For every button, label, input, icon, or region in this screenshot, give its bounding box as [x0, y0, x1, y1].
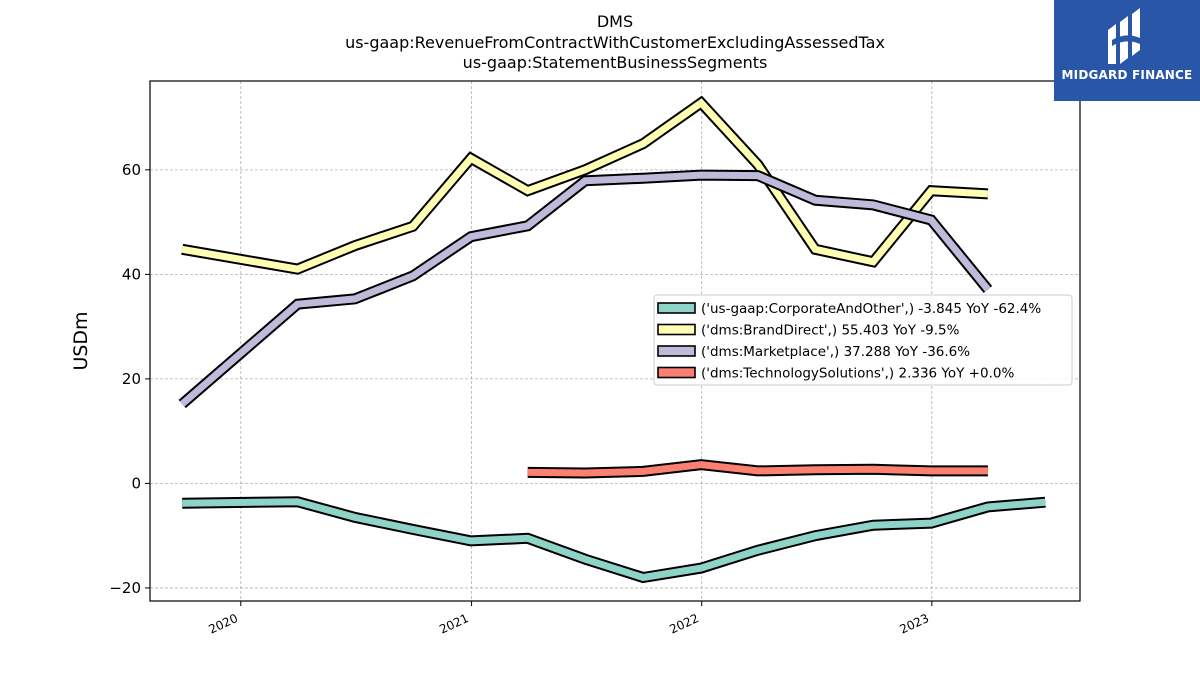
series-point [872, 524, 874, 526]
series-point [584, 180, 586, 182]
series-point [872, 204, 874, 206]
series-point [757, 549, 759, 551]
series-3 [527, 459, 989, 479]
series-1 [181, 95, 989, 275]
y-tick-label: 60 [122, 161, 141, 179]
legend-swatch [657, 323, 696, 336]
series-point [584, 558, 586, 560]
series-point [354, 245, 356, 247]
legend-label: ('us-gaap:CorporateAndOther',) -3.845 Yo… [701, 301, 1041, 317]
x-tick-label: 2022 [667, 611, 701, 637]
chart-title-line-1: DMS [597, 12, 633, 31]
series-line [181, 98, 989, 273]
series-line [179, 171, 991, 407]
y-tick-label: 0 [131, 474, 141, 492]
series-point [930, 190, 932, 192]
x-tick-label: 2021 [437, 611, 471, 637]
legend-swatch [657, 302, 696, 314]
series-point [412, 275, 414, 277]
legend-entry: ('us-gaap:CorporateAndOther',) -3.845 Yo… [657, 301, 1041, 317]
series-point [930, 522, 932, 524]
series-point [930, 470, 932, 472]
plot-frame [149, 80, 1081, 602]
series-line [182, 498, 1046, 582]
legend-frame [653, 294, 1073, 386]
legend-entry: ('dms:Marketplace',) 37.288 YoY -36.6% [657, 344, 970, 360]
series-point [181, 403, 183, 405]
series-point [757, 470, 759, 472]
legend-label: ('dms:BrandDirect',) 55.403 YoY -9.5% [701, 323, 960, 339]
series-point [872, 468, 874, 470]
series-point [700, 567, 702, 569]
series-point [527, 190, 529, 192]
series-point [412, 225, 414, 227]
series-point [412, 528, 414, 530]
series-point [354, 516, 356, 518]
series-point [470, 236, 472, 238]
series-point [987, 289, 989, 290]
series-point [470, 540, 472, 542]
series-point [987, 506, 989, 508]
midgard-finance-logo: MIDGARD FINANCE [1054, 0, 1200, 101]
x-tick-label: 2023 [897, 611, 931, 637]
series-point [181, 502, 183, 504]
legend-swatch [657, 366, 696, 379]
series-point [470, 157, 472, 159]
y-tick-label: 40 [122, 265, 141, 283]
series-point [642, 577, 644, 578]
y-axis-label: USDm [70, 311, 92, 370]
grid [150, 81, 1080, 601]
series-point [757, 164, 759, 166]
series-point [584, 472, 586, 474]
series-point [700, 102, 702, 104]
x-axis: 2020 2021 2022 2023 [206, 601, 933, 637]
series-point [987, 470, 989, 472]
series-point [872, 261, 874, 263]
series-point [181, 248, 183, 250]
x-tick-label: 2020 [206, 611, 240, 637]
series-point [700, 174, 702, 176]
legend-label: ('dms:Marketplace',) 37.288 YoY -36.6% [701, 344, 970, 360]
series-point [987, 193, 989, 195]
series-point [527, 225, 529, 227]
series-point [297, 303, 298, 305]
series-point [527, 471, 529, 473]
series-point [297, 268, 298, 270]
legend-entry: ('dms:TechnologySolutions',) 2.336 YoY +… [657, 366, 1014, 382]
chart-title-line-2: us-gaap:RevenueFromContractWithCustomerE… [345, 33, 885, 52]
series-point [930, 219, 932, 221]
series-point [642, 143, 644, 145]
chart-title: DMS us-gaap:RevenueFromContractWithCusto… [345, 12, 885, 72]
legend-entry: ('dms:BrandDirect',) 55.403 YoY -9.5% [657, 323, 960, 339]
series-point [757, 175, 759, 177]
series-point [700, 464, 702, 466]
series-point [527, 537, 529, 539]
series-point [354, 298, 356, 300]
logo-mark-icon [1108, 8, 1140, 64]
legend: ('us-gaap:CorporateAndOther',) -3.845 Yo… [653, 294, 1073, 386]
legend-label: ('dms:TechnologySolutions',) 2.336 YoY +… [701, 366, 1014, 382]
series-point [642, 470, 644, 472]
series-point [642, 177, 644, 179]
series-point [1044, 501, 1046, 503]
legend-swatch [657, 345, 696, 357]
y-tick-label: 20 [122, 370, 141, 388]
series-point [814, 199, 816, 201]
series-point [814, 248, 816, 250]
series-0 [181, 496, 1046, 584]
series-point [814, 469, 816, 471]
chart-title-line-3: us-gaap:StatementBusinessSegments [463, 53, 768, 72]
y-tick-label: −20 [109, 579, 141, 597]
y-axis: −20 0 20 40 60 [109, 161, 150, 597]
series-point [584, 169, 586, 171]
series-2 [178, 169, 993, 409]
series-point [814, 535, 816, 537]
series-point [297, 501, 298, 503]
logo-text: MIDGARD FINANCE [1061, 68, 1193, 82]
series-layer [178, 95, 1046, 584]
